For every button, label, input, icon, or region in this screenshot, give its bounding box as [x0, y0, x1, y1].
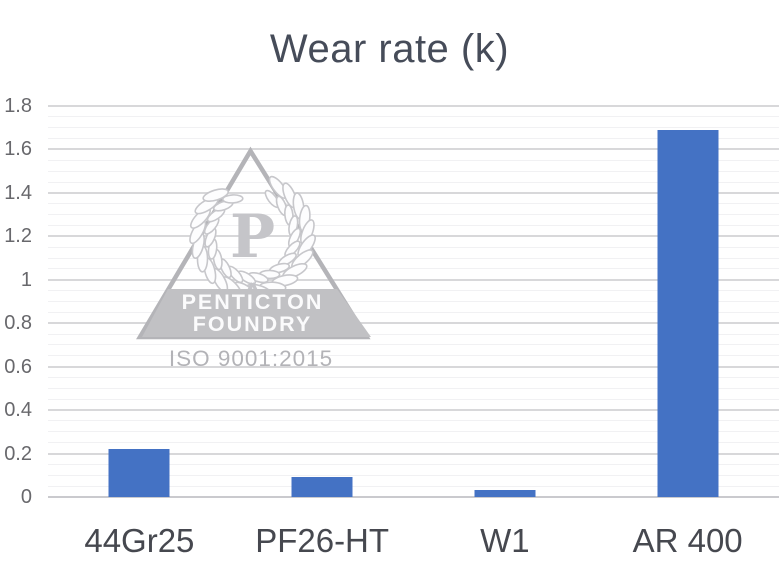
gridline-minor	[48, 333, 779, 335]
gridline-minor	[48, 127, 779, 129]
gridline-major	[48, 452, 779, 455]
gridline-minor	[48, 181, 779, 183]
monogram-p-letter: P	[230, 202, 275, 272]
gridline-minor	[48, 344, 779, 346]
gridline-minor	[48, 485, 779, 487]
x-axis-category-label: W1	[480, 522, 530, 559]
chart-title: Wear rate (k)	[269, 27, 510, 71]
gridline-minor	[48, 301, 779, 302]
foundry-watermark-logo: P PENTICTON FOUNDRY ISO 9001:2015	[136, 146, 371, 371]
gridline-minor	[48, 138, 779, 140]
gridline-minor	[48, 442, 779, 444]
gridline-minor	[48, 420, 779, 422]
gridline-minor	[48, 116, 779, 118]
bars-layer	[48, 106, 779, 497]
gridline-minor	[48, 355, 779, 357]
gridline-minor	[48, 290, 779, 292]
banner-trapezoid	[142, 289, 371, 337]
y-axis-tick-label: 0	[20, 486, 32, 508]
y-axis-tick-label: 1.8	[4, 95, 32, 117]
y-axis-tick-label: 1.6	[4, 138, 32, 161]
y-axis-tick-label: 1	[20, 268, 32, 291]
gridline-minor	[48, 474, 779, 476]
y-axis-tick-label: 0.4	[4, 399, 32, 422]
gridline-major	[48, 496, 779, 498]
gridline-minor	[48, 214, 779, 216]
laurel-leaf	[222, 194, 244, 204]
gridline-minor	[48, 224, 779, 226]
y-axis-tick-label: 0.2	[4, 442, 32, 465]
bar-ar-400	[657, 129, 719, 497]
gridline-major	[48, 322, 779, 325]
y-axis-tick-label: 0.8	[4, 312, 32, 335]
x-axis-labels: 44Gr25 PF26-HT W1 AR 400	[48, 523, 779, 559]
gridline-minor	[48, 203, 779, 205]
gridline-minor	[48, 257, 779, 259]
x-axis-category-label: 44Gr25	[84, 522, 195, 559]
gridline-minor	[48, 170, 779, 172]
bar-w1	[474, 490, 536, 497]
gridline-major	[48, 409, 779, 412]
gridline-major	[48, 278, 779, 281]
y-axis-tick-label: 0.6	[4, 355, 32, 378]
gridline-minor	[48, 387, 779, 389]
bar-44gr25	[108, 449, 170, 497]
gridline-minor	[48, 246, 779, 248]
gridline-minor	[48, 463, 779, 465]
org-name-line2: FOUNDRY	[193, 312, 313, 336]
x-axis-category-label: AR 400	[632, 522, 743, 559]
y-axis-labels: 0 0.2 0.4 0.6 0.8 1 1.2 1.4 1.6 1.8	[0, 96, 32, 507]
plot-area	[48, 105, 779, 498]
laurel-leaf	[202, 188, 230, 203]
gridline-minor	[48, 311, 779, 313]
gridline-major	[48, 235, 779, 238]
gridline-minor	[48, 431, 779, 433]
gridline-major	[48, 365, 779, 368]
gridline-minor	[48, 377, 779, 379]
x-axis-category-label: PF26-HT	[255, 522, 390, 559]
iso-certification-text: ISO 9001:2015	[169, 346, 333, 371]
gridline-minor	[48, 398, 779, 400]
y-axis-tick-label: 1.4	[4, 181, 32, 204]
gridline-major	[48, 105, 779, 107]
y-axis-tick-label: 1.2	[4, 225, 32, 248]
gridline-minor	[48, 159, 779, 161]
gridline-major	[48, 191, 779, 194]
gridline-minor	[48, 268, 779, 270]
org-name-line1: PENTICTON	[182, 290, 324, 314]
bar-pf26-ht	[291, 477, 353, 497]
gridline-major	[48, 148, 779, 151]
